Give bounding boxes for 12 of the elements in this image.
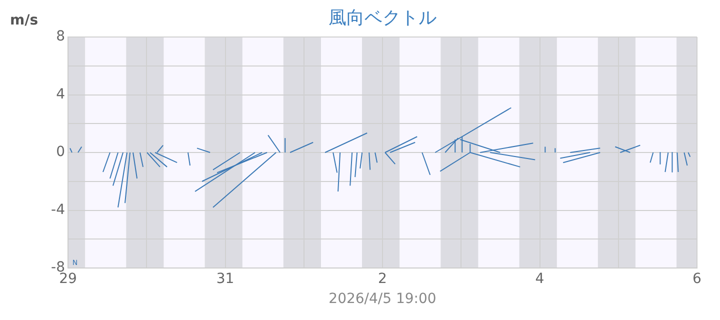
x-tick-label: 6 bbox=[692, 271, 702, 288]
x-tick-label: 2 bbox=[378, 271, 387, 288]
x-axis-title: 2026/4/5 19:00 bbox=[328, 291, 436, 308]
y-tick-label: 4 bbox=[56, 86, 66, 102]
y-tick-label: 0 bbox=[56, 144, 65, 160]
y-tick-label: -4 bbox=[51, 202, 66, 218]
chart-title: 風向ベクトル bbox=[328, 8, 436, 29]
x-tick-label: 31 bbox=[216, 271, 234, 288]
x-tick-label: 29 bbox=[59, 271, 77, 288]
x-tick-label: 4 bbox=[535, 271, 544, 288]
y-tick-label: 8 bbox=[56, 28, 65, 45]
y-axis-title: m/s bbox=[10, 12, 38, 29]
